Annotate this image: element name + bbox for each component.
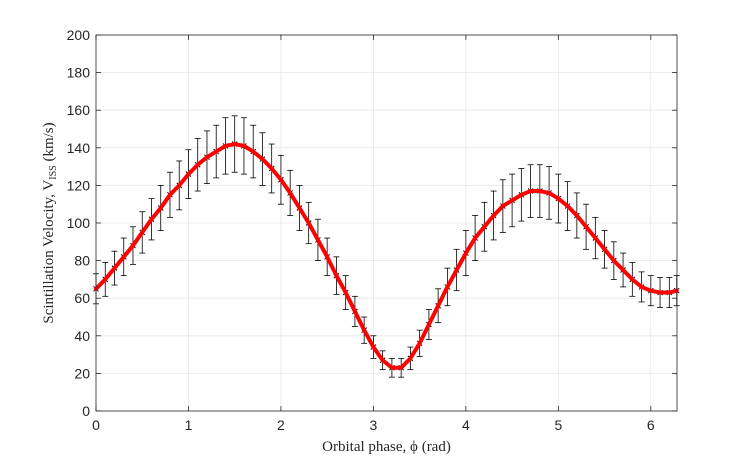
y-axis-title-main: Scintillation Velocity, V [41, 180, 57, 324]
y-tick-label: 180 [67, 65, 91, 81]
x-tick-label: 2 [277, 417, 285, 433]
x-tick-label: 0 [92, 417, 100, 433]
x-axis-title: Orbital phase, ϕ (rad) [322, 439, 451, 455]
y-tick-label: 200 [67, 27, 91, 43]
y-axis-title-subscript: ISS [48, 165, 59, 179]
y-tick-label: 160 [67, 102, 91, 118]
y-tick-label: 80 [74, 253, 90, 269]
y-axis-title-units: (km/s) [41, 122, 57, 165]
y-tick-label: 60 [74, 290, 90, 306]
y-tick-label: 100 [67, 215, 91, 231]
y-tick-label: 0 [82, 403, 90, 419]
model-curve [94, 142, 679, 370]
y-tick-label: 120 [67, 177, 91, 193]
y-axis-title: Scintillation Velocity, VISS (km/s) [41, 122, 59, 323]
y-tick-label: 140 [67, 140, 91, 156]
x-tick-label: 6 [647, 417, 655, 433]
x-tick-label: 1 [185, 417, 193, 433]
y-axis-ticks: 0 20 40 60 80 100 120 140 160 180 200 [67, 27, 677, 419]
model-line [94, 142, 679, 370]
x-tick-label: 3 [370, 417, 378, 433]
y-tick-label: 40 [74, 328, 90, 344]
x-tick-label: 5 [554, 417, 562, 433]
x-axis-ticks: 0 1 2 3 4 5 6 [92, 35, 655, 433]
x-tick-label: 4 [462, 417, 470, 433]
y-tick-label: 20 [74, 365, 90, 381]
